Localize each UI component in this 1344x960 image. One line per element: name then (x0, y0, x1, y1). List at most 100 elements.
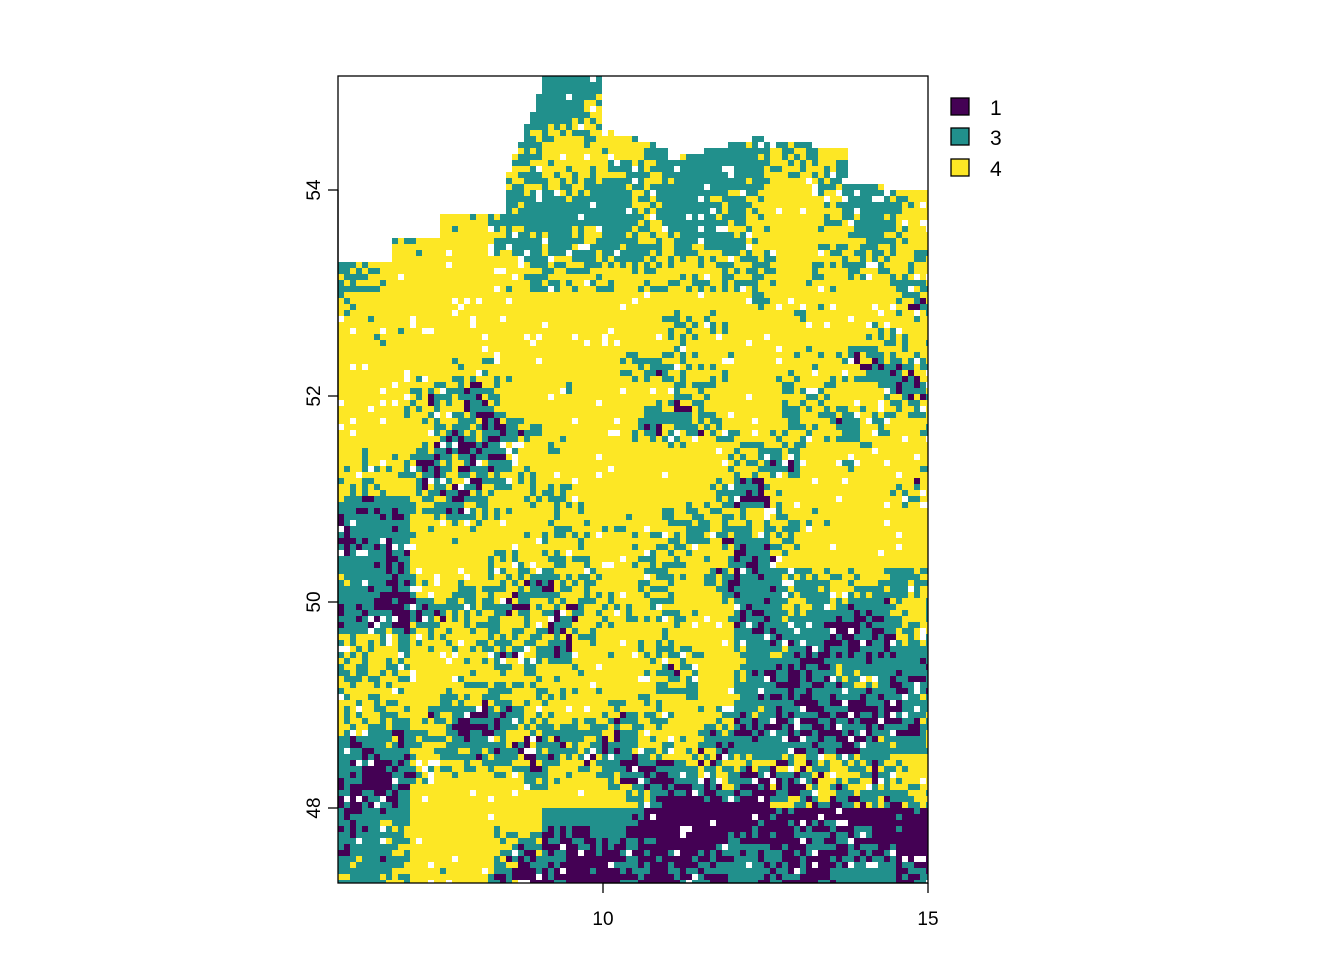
raster-cell (554, 424, 560, 430)
raster-cell (530, 214, 536, 220)
raster-cell (596, 88, 602, 94)
raster-cell (590, 184, 596, 190)
raster-cell (464, 316, 470, 322)
raster-cell (902, 280, 908, 286)
raster-cell (806, 208, 812, 214)
raster-cell (620, 310, 626, 316)
raster-cell (836, 280, 842, 286)
raster-cell (398, 310, 404, 316)
raster-cell (572, 298, 578, 304)
raster-cell (494, 406, 500, 412)
raster-cell (632, 274, 638, 280)
raster-cell (530, 370, 536, 376)
raster-cell (482, 238, 488, 244)
raster-cell (506, 388, 512, 394)
raster-cell (470, 274, 476, 280)
raster-cell (824, 202, 830, 208)
raster-cell (554, 100, 560, 106)
raster-cell (560, 394, 566, 400)
raster-cell (902, 334, 908, 340)
raster-cell (896, 274, 902, 280)
raster-cell (830, 274, 836, 280)
raster-cell (614, 358, 620, 364)
raster-cell (662, 412, 668, 418)
raster-cell (692, 238, 698, 244)
raster-cell (524, 214, 530, 220)
raster-cell (554, 340, 560, 346)
raster-cell (626, 472, 632, 478)
raster-cell (920, 304, 926, 310)
raster-cell (566, 172, 572, 178)
raster-cell (380, 316, 386, 322)
raster-cell (758, 166, 764, 172)
raster-cell (680, 460, 686, 466)
raster-cell (632, 202, 638, 208)
raster-cell (530, 136, 536, 142)
raster-cell (482, 466, 488, 472)
raster-cell (680, 226, 686, 232)
raster-cell (632, 388, 638, 394)
raster-cell (752, 274, 758, 280)
raster-cell (764, 202, 770, 208)
raster-cell (404, 280, 410, 286)
raster-cell (812, 364, 818, 370)
raster-cell (734, 268, 740, 274)
raster-cell (752, 142, 758, 148)
raster-cell (638, 460, 644, 466)
raster-cell (716, 238, 722, 244)
raster-cell (842, 346, 848, 352)
raster-cell (716, 244, 722, 250)
raster-cell (614, 346, 620, 352)
raster-cell (812, 352, 818, 358)
raster-cell (914, 478, 920, 484)
raster-cell (590, 412, 596, 418)
raster-cell (698, 406, 704, 412)
raster-cell (446, 220, 452, 226)
raster-cell (506, 178, 512, 184)
raster-cell (374, 370, 380, 376)
raster-cell (638, 406, 644, 412)
raster-cell (752, 184, 758, 190)
raster-cell (632, 268, 638, 274)
raster-cell (734, 232, 740, 238)
raster-cell (650, 160, 656, 166)
raster-cell (704, 178, 710, 184)
raster-cell (710, 448, 716, 454)
raster-cell (524, 148, 530, 154)
raster-cell (824, 184, 830, 190)
raster-cell (374, 298, 380, 304)
raster-cell (380, 364, 386, 370)
raster-cell (626, 190, 632, 196)
raster-cell (728, 352, 734, 358)
raster-cell (692, 304, 698, 310)
raster-cell (608, 232, 614, 238)
raster-cell (362, 286, 368, 292)
raster-cell (662, 214, 668, 220)
raster-cell (590, 472, 596, 478)
raster-cell (470, 412, 476, 418)
raster-cell (824, 262, 830, 268)
raster-cell (524, 154, 530, 160)
raster-cell (422, 478, 428, 484)
raster-cell (506, 358, 512, 364)
raster-cell (722, 400, 728, 406)
raster-cell (584, 454, 590, 460)
raster-cell (356, 328, 362, 334)
raster-cell (488, 316, 494, 322)
raster-cell (746, 196, 752, 202)
raster-cell (680, 280, 686, 286)
raster-cell (572, 472, 578, 478)
raster-cell (536, 478, 542, 484)
raster-cell (884, 262, 890, 268)
raster-cell (530, 292, 536, 298)
raster-cell (668, 478, 674, 484)
raster-cell (434, 340, 440, 346)
raster-cell (884, 340, 890, 346)
raster-cell (464, 364, 470, 370)
raster-cell (416, 292, 422, 298)
raster-cell (596, 358, 602, 364)
raster-cell (608, 274, 614, 280)
raster-cell (512, 178, 518, 184)
raster-cell (620, 328, 626, 334)
raster-cell (878, 214, 884, 220)
